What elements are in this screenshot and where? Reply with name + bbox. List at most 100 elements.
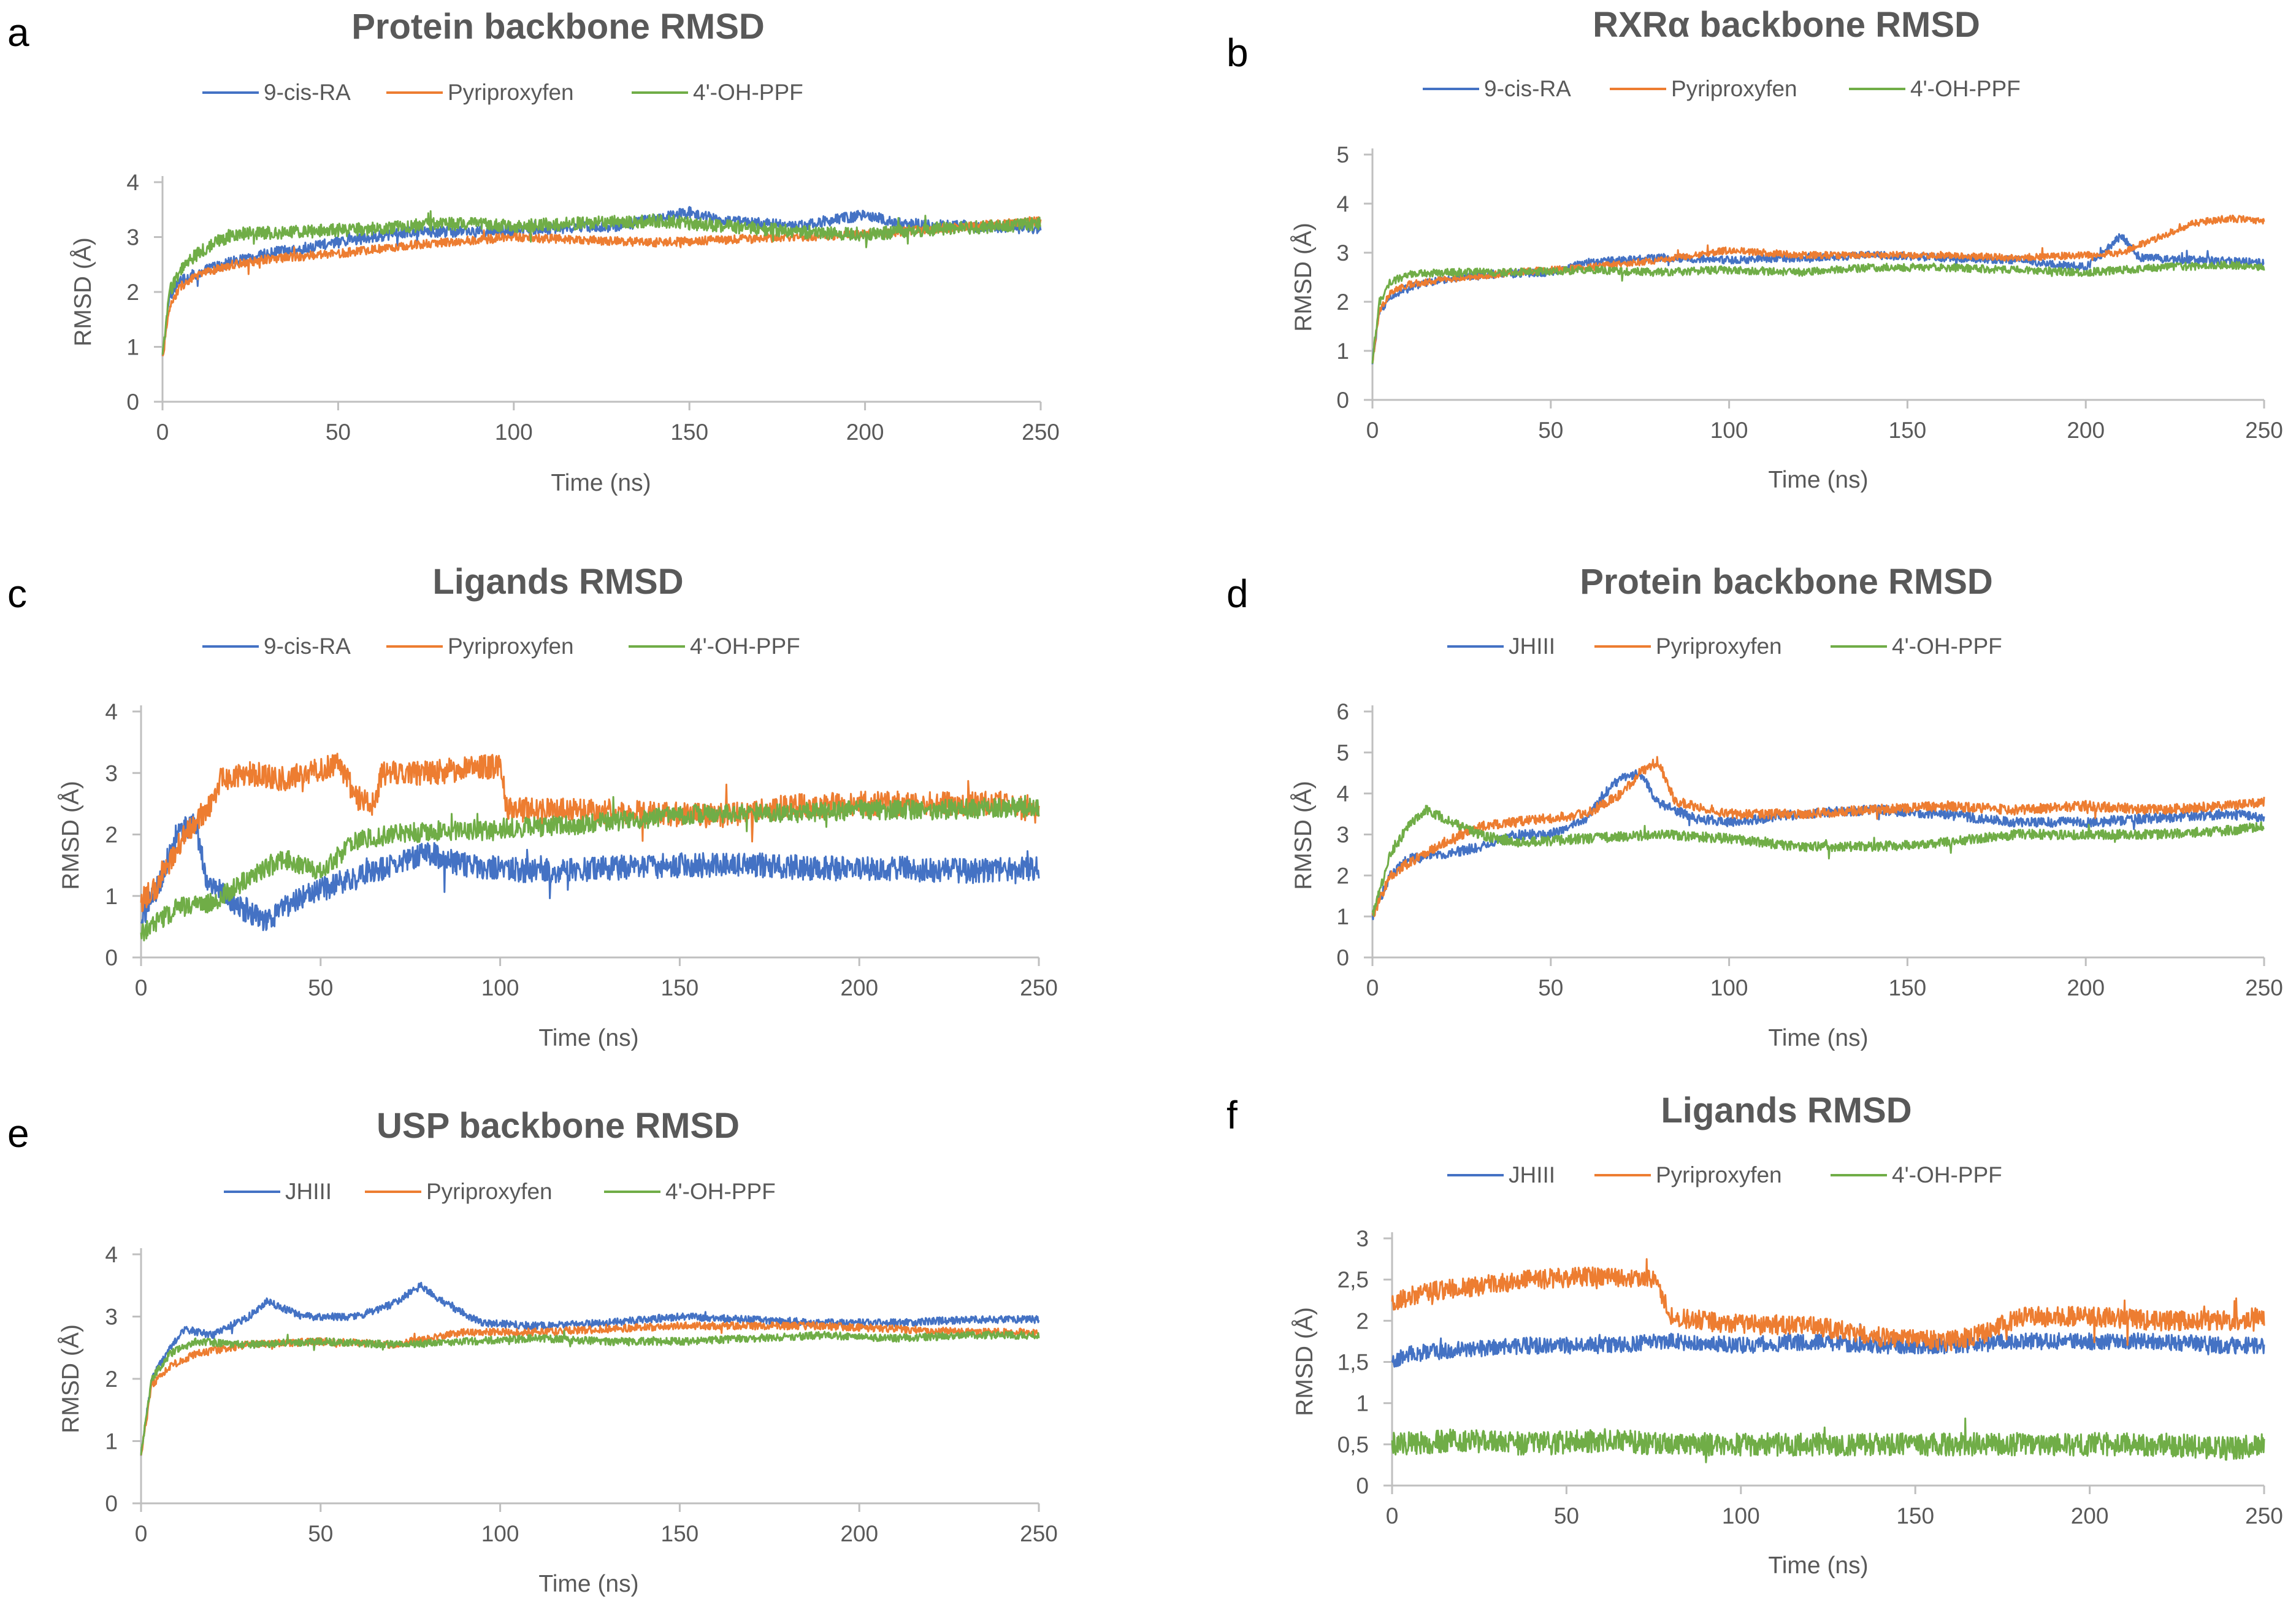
legend-label: 4'-OH-PPF (1910, 76, 2021, 101)
y-axis-title: RMSD (Å) (1290, 223, 1317, 332)
y-tick-label: 1 (1336, 339, 1349, 364)
y-tick-label: 4 (1336, 191, 1349, 217)
legend: JHIII Pyriproxyfen 4'-OH-PPF (1447, 634, 2002, 659)
legend-label: Pyriproxyfen (448, 634, 574, 659)
y-axis-title: RMSD (Å) (1290, 781, 1317, 890)
legend-label: 9-cis-RA (1484, 76, 1571, 101)
y-tick-label: 3 (1336, 240, 1349, 266)
series-line-pyriproxyfen (1371, 756, 2265, 918)
y-tick-label: 3 (105, 761, 118, 786)
panel-letter: d (1226, 572, 1249, 616)
legend-label: JHIII (1509, 1162, 1555, 1187)
y-tick-label: 1,5 (1337, 1350, 1369, 1375)
series-line-4-oh-ppf (140, 1329, 1040, 1456)
x-tick-label: 50 (1554, 1503, 1579, 1528)
x-tick-label: 250 (1022, 420, 1060, 445)
legend-label: 9-cis-RA (264, 634, 351, 659)
y-tick-label: 0 (1336, 388, 1349, 413)
y-tick-label: 2 (1336, 863, 1349, 888)
legend-label: 4'-OH-PPF (665, 1179, 776, 1204)
panel-letter: e (7, 1111, 29, 1156)
legend: 9-cis-RA Pyriproxyfen 4'-OH-PPF (202, 634, 800, 659)
panel-letter: f (1226, 1093, 1238, 1137)
series-line-pyriproxyfen (140, 753, 1040, 913)
x-tick-label: 50 (308, 1521, 333, 1546)
y-tick-label: 1 (1356, 1391, 1369, 1416)
x-tick-label: 250 (2245, 975, 2283, 1000)
legend-label: 4'-OH-PPF (1892, 634, 2002, 659)
y-tick-label: 0 (105, 1491, 118, 1516)
x-tick-label: 200 (840, 975, 878, 1000)
series-line-4-oh-ppf (1371, 261, 2265, 364)
series-line-4-oh-ppf (140, 794, 1040, 942)
series-line-4-oh-ppf (161, 210, 1042, 355)
panel-letter: c (7, 572, 27, 616)
x-tick-label: 200 (2071, 1503, 2109, 1528)
y-tick-label: 4 (105, 699, 118, 724)
y-tick-label: 2 (105, 1367, 118, 1392)
y-axis-title: RMSD (Å) (57, 1324, 84, 1433)
panel-letter: a (7, 10, 29, 55)
x-tick-label: 0 (135, 975, 148, 1000)
series-line-jhiii (1391, 1323, 2265, 1368)
y-tick-label: 5 (1336, 740, 1349, 765)
x-tick-label: 50 (1538, 975, 1563, 1000)
series-line-9-cis-ra (140, 813, 1040, 932)
legend-label: JHIII (1509, 634, 1555, 659)
y-axis-title: RMSD (Å) (1291, 1307, 1318, 1416)
legend-label: JHIII (285, 1179, 332, 1204)
y-axis-title: RMSD (Å) (69, 237, 96, 347)
chart-panel-b: b RXRα backbone RMSD 9-cis-RA Pyriproxyfen 4… (1226, 5, 2283, 493)
x-tick-label: 50 (1538, 418, 1563, 443)
series-line-pyriproxyfen (161, 216, 1042, 357)
x-tick-label: 0 (135, 1521, 148, 1546)
legend: JHIII Pyriproxyfen 4'-OH-PPF (224, 1179, 776, 1204)
legend: 9-cis-RA Pyriproxyfen 4'-OH-PPF (1423, 76, 2021, 101)
x-tick-label: 150 (661, 975, 699, 1000)
x-axis-title: Time (ns) (1768, 1552, 1868, 1579)
legend-label: Pyriproxyfen (1656, 1162, 1782, 1187)
y-tick-label: 3 (105, 1305, 118, 1330)
x-tick-label: 50 (326, 420, 351, 445)
legend-label: Pyriproxyfen (426, 1179, 553, 1204)
y-tick-label: 2 (105, 823, 118, 848)
chart-title: Ligands RMSD (432, 562, 683, 602)
x-tick-label: 100 (481, 975, 519, 1000)
y-tick-label: 4 (1336, 781, 1349, 807)
y-tick-label: 4 (105, 1242, 118, 1267)
chart-title: Protein backbone RMSD (351, 7, 765, 47)
y-tick-label: 3 (1336, 823, 1349, 848)
chart-panel-d: d Protein backbone RMSD JHIII Pyriproxyfen 4… (1226, 562, 2283, 1051)
y-tick-label: 0 (1356, 1473, 1369, 1498)
y-tick-label: 3 (1356, 1226, 1369, 1251)
chart-panel-f: f Ligands RMSD JHIII Pyriproxyfen 4'-OH-PPF 0… (1226, 1091, 2283, 1579)
series-line-pyriproxyfen (1371, 214, 2265, 364)
x-axis-title: Time (ns) (538, 1025, 638, 1051)
x-tick-label: 200 (840, 1521, 878, 1546)
x-tick-label: 100 (1722, 1503, 1760, 1528)
x-tick-label: 0 (1386, 1503, 1399, 1528)
chart-panel-c: c Ligands RMSD 9-cis-RA Pyriproxyfen 4'-OH-P… (7, 562, 1058, 1051)
series-line-4-oh-ppf (1371, 805, 2265, 916)
x-tick-label: 150 (661, 1521, 699, 1546)
x-tick-label: 0 (1366, 418, 1379, 443)
x-tick-label: 100 (495, 420, 533, 445)
x-tick-label: 150 (670, 420, 708, 445)
y-tick-label: 0 (1336, 945, 1349, 970)
legend-label: Pyriproxyfen (1656, 634, 1782, 659)
x-axis-title: Time (ns) (1768, 467, 1868, 493)
y-tick-label: 3 (126, 225, 139, 250)
y-axis-title: RMSD (Å) (57, 781, 84, 890)
x-tick-label: 0 (156, 420, 169, 445)
legend-label: 4'-OH-PPF (693, 80, 803, 105)
chart-title: USP backbone RMSD (377, 1106, 740, 1146)
x-tick-label: 150 (1889, 418, 1927, 443)
x-tick-label: 200 (846, 420, 884, 445)
x-tick-label: 250 (1020, 1521, 1058, 1546)
series-line-jhiii (140, 1281, 1040, 1456)
chart-title: Ligands RMSD (1661, 1091, 1911, 1130)
legend-label: Pyriproxyfen (448, 80, 574, 105)
y-tick-label: 4 (126, 170, 139, 195)
series-line-9-cis-ra (161, 205, 1042, 356)
x-tick-label: 100 (1710, 418, 1748, 443)
